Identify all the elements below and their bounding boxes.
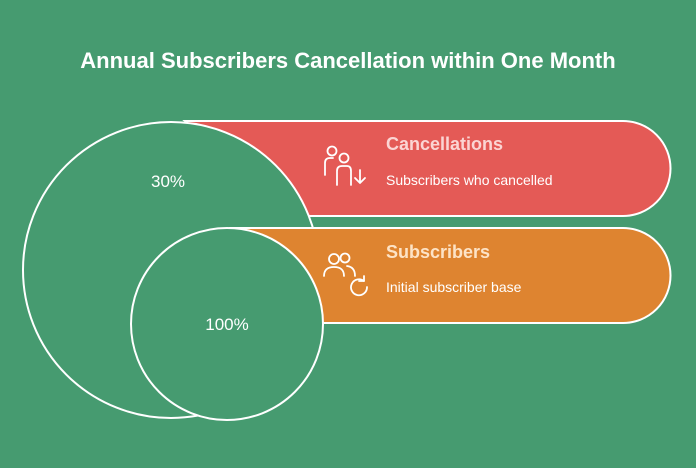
group-refresh-icon [323,252,368,297]
subscribers-circle [130,227,324,421]
subscribers-description: Initial subscriber base [386,279,522,295]
diagram-title: Annual Subscribers Cancellation within O… [80,48,615,73]
cancellations-description: Subscribers who cancelled [386,172,553,188]
subscribers-title: Subscribers [386,242,490,262]
cancellations-title: Cancellations [386,134,503,154]
subscribers-value: 100% [205,315,248,334]
people-leaving-icon [324,145,366,186]
cancellations-pill [182,120,672,217]
cancellations-value: 30% [151,172,185,191]
subscribers-pill [229,227,672,324]
